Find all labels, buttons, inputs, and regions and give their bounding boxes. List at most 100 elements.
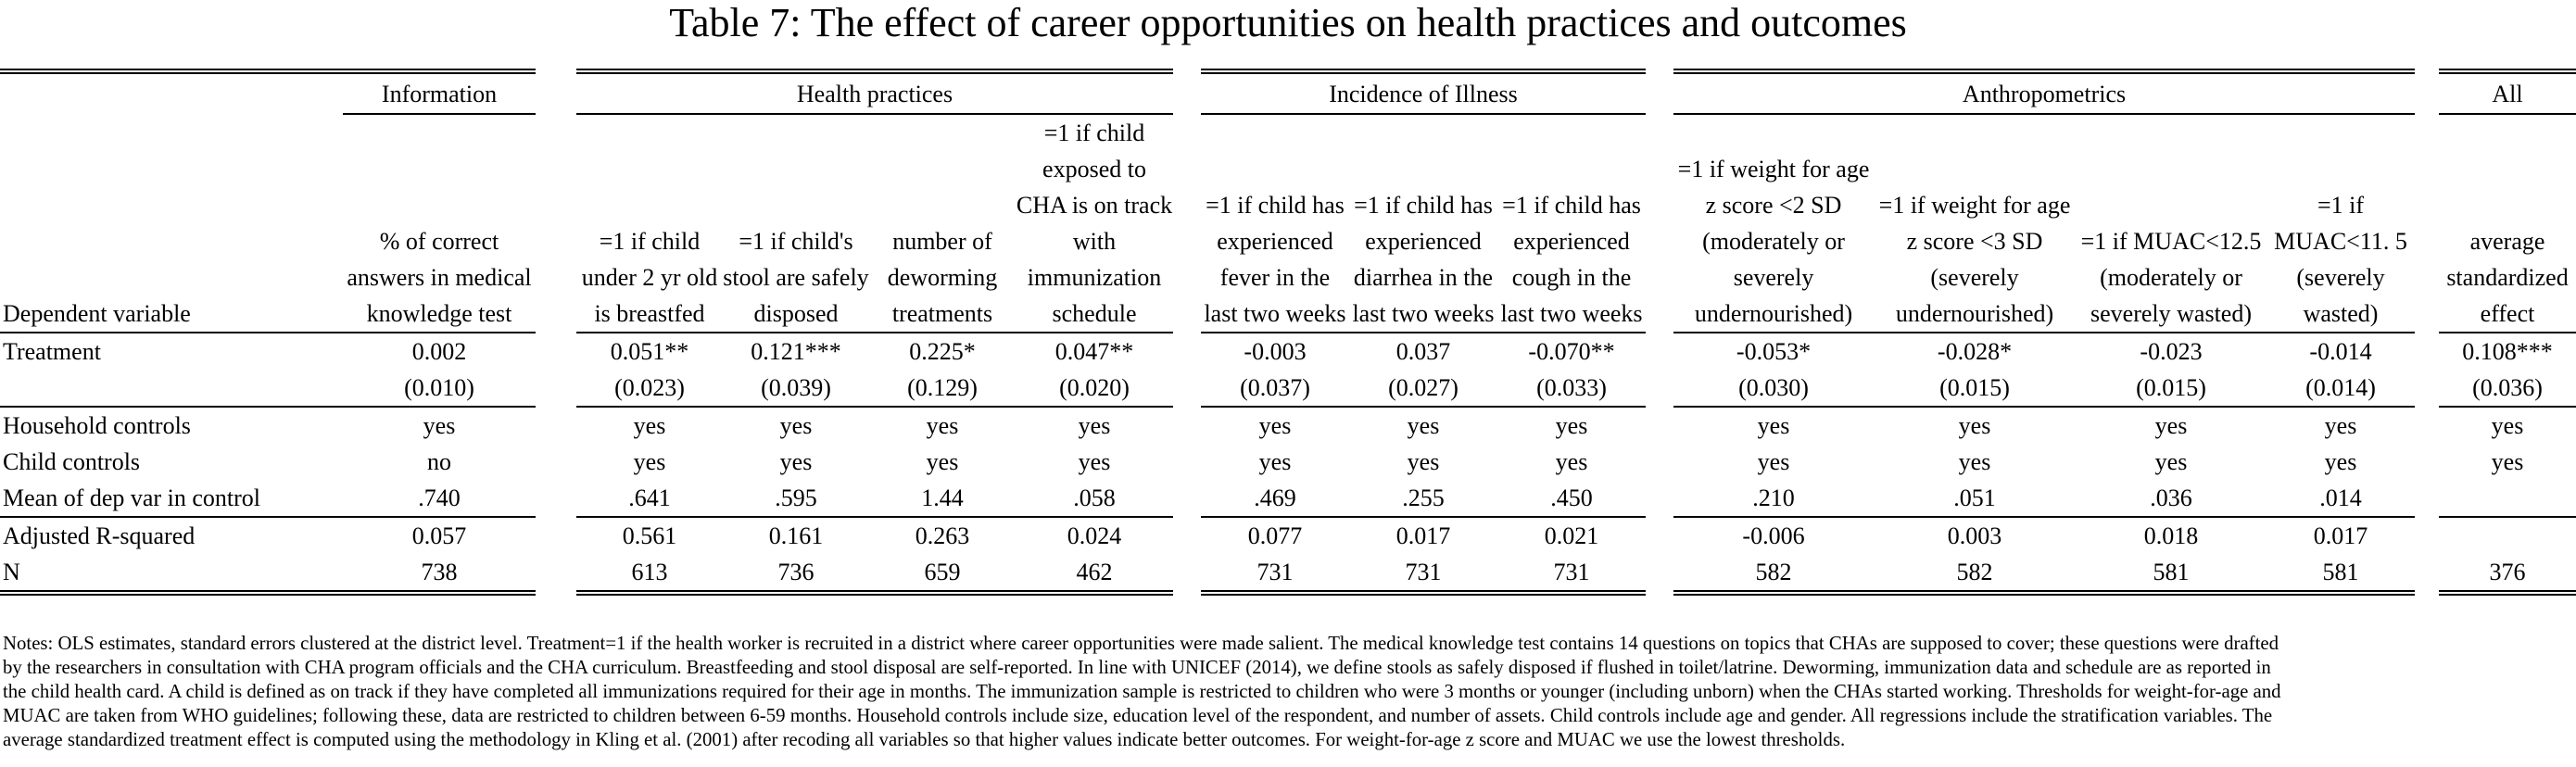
table-cell: (0.015) xyxy=(2076,370,2267,408)
row-label: Treatment xyxy=(3,338,101,365)
column-header: =1 if child exposed to CHA is on track w… xyxy=(1016,114,1173,333)
column-header: average standardized effect xyxy=(2439,114,2576,333)
table-cell: no xyxy=(427,448,451,475)
group-header: Incidence of Illness xyxy=(1201,69,1647,115)
table-cell: yes xyxy=(1555,448,1588,475)
table-cell: .469 xyxy=(1201,480,1349,518)
column-gap xyxy=(1173,370,1201,407)
column-header: =1 if weight for age z score <2 SD (mode… xyxy=(1673,114,1875,333)
table-cell: 731 xyxy=(1497,554,1647,596)
table-cell: yes xyxy=(2491,412,2524,439)
table-cell: .740 xyxy=(343,480,536,518)
table-cell: -0.053* xyxy=(1736,338,1812,365)
column-gap xyxy=(536,370,576,407)
group-header: All xyxy=(2439,69,2576,115)
table-cell: 0.018 xyxy=(2143,522,2199,549)
table-cell: -0.070** xyxy=(1528,338,1615,365)
column-gap xyxy=(2415,370,2439,407)
table-cell: (0.023) xyxy=(576,370,723,408)
table-cell: yes xyxy=(1555,412,1588,439)
table-cell: .595 xyxy=(723,480,869,518)
table-cell: 613 xyxy=(576,554,723,596)
column-gap xyxy=(536,333,576,370)
table-cell: 0.263 xyxy=(915,522,970,549)
table-cell: yes xyxy=(633,412,666,439)
table-cell: yes xyxy=(2324,448,2357,475)
note-line: average standardized treatment effect is… xyxy=(3,729,1846,750)
table-cell: .450 xyxy=(1497,480,1647,518)
group-header-row: Information Health practices Incidence of … xyxy=(0,69,2576,115)
table-cell: yes xyxy=(423,412,456,439)
table-cell: 738 xyxy=(343,554,536,596)
table-title: Table 7: The effect of career opportunit… xyxy=(669,0,1907,45)
table-cell: 0.017 xyxy=(1395,522,1451,549)
table-cell: 0.024 xyxy=(1067,522,1122,549)
column-gap xyxy=(536,407,576,444)
table-cell: 0.561 xyxy=(622,522,677,549)
table-cell: yes xyxy=(779,448,813,475)
column-gap xyxy=(1646,71,1673,114)
column-header: =1 if weight for age z score <3 SD (seve… xyxy=(1874,114,2077,333)
table-cell: 0.003 xyxy=(1947,522,2002,549)
table-cell: 0.108*** xyxy=(2462,338,2553,365)
column-gap xyxy=(1173,114,1201,333)
stub-header-blank xyxy=(0,69,343,114)
column-gap xyxy=(536,554,576,593)
column-gap xyxy=(1646,407,1673,444)
table-cell: 731 xyxy=(1349,554,1497,596)
table-cell: -0.006 xyxy=(1742,522,1805,549)
table-cell: (0.036) xyxy=(2439,370,2576,408)
table-cell: (0.027) xyxy=(1349,370,1497,408)
table-cell: .641 xyxy=(576,480,723,518)
column-gap xyxy=(1646,333,1673,370)
column-header: =1 if child has experienced fever in the… xyxy=(1201,114,1349,333)
table-cell: yes xyxy=(2491,448,2524,475)
table-cell: 0.051** xyxy=(610,338,689,365)
column-gap xyxy=(536,114,576,333)
table-cell: 581 xyxy=(2267,554,2416,596)
column-header: =1 if MUAC<12.5 (moderately or severely … xyxy=(2076,114,2267,333)
table-cell: 582 xyxy=(1673,554,1875,596)
results-table: Information Health practices Incidence of … xyxy=(0,69,2576,596)
table-cell: .255 xyxy=(1349,480,1497,518)
table-cell: yes xyxy=(1078,448,1111,475)
table-cell: 1.44 xyxy=(869,480,1016,518)
table-cell: yes xyxy=(1958,448,1991,475)
adj-r2-row: Adjusted R-squared 0.057 0.561 0.161 0.263 0.… xyxy=(0,517,2576,554)
column-gap xyxy=(1646,370,1673,407)
column-gap xyxy=(2415,444,2439,480)
column-gap xyxy=(1173,444,1201,480)
table-cell: -0.028* xyxy=(1937,338,2013,365)
table-cell: (0.015) xyxy=(1874,370,2077,408)
column-gap xyxy=(1646,114,1673,333)
n-row: N 738 613 736 659 462 731 731 731 582 582 581 581 376 xyxy=(0,554,2576,596)
mean-control-row: Mean of dep var in control .740 .641.595 1.… xyxy=(0,480,2576,518)
column-gap xyxy=(536,71,576,114)
row-label: Adjusted R-squared xyxy=(3,522,196,549)
table-cell: yes xyxy=(779,412,813,439)
column-gap xyxy=(1173,517,1201,554)
table-cell: yes xyxy=(2324,412,2357,439)
note-line: the child health card. A child is define… xyxy=(3,681,2281,702)
table-cell: 0.057 xyxy=(411,522,467,549)
table-cell xyxy=(2439,517,2576,554)
table-cell: yes xyxy=(2154,412,2188,439)
table-cell: .051 xyxy=(1874,480,2077,518)
table-cell: 0.121*** xyxy=(751,338,841,365)
table-cell xyxy=(2439,480,2576,518)
column-header: =1 if child has experienced cough in the… xyxy=(1497,114,1647,333)
table-cell: .210 xyxy=(1673,480,1875,518)
column-gap xyxy=(1173,480,1201,517)
table-cell: (0.030) xyxy=(1673,370,1875,408)
treatment-coef-row: Treatment 0.002 0.051** 0.121*** 0.225* 0.047… xyxy=(0,333,2576,370)
table-cell: 462 xyxy=(1016,554,1173,596)
table-cell: 731 xyxy=(1201,554,1349,596)
table-cell: yes xyxy=(1407,412,1440,439)
table-cell: -0.023 xyxy=(2140,338,2203,365)
table-cell: yes xyxy=(633,448,666,475)
row-label: Mean of dep var in control xyxy=(0,480,343,518)
table-cell: -0.014 xyxy=(2309,338,2372,365)
column-gap xyxy=(2415,71,2439,114)
dependent-variable-label: Dependent variable xyxy=(0,114,343,333)
column-gap xyxy=(1173,407,1201,444)
